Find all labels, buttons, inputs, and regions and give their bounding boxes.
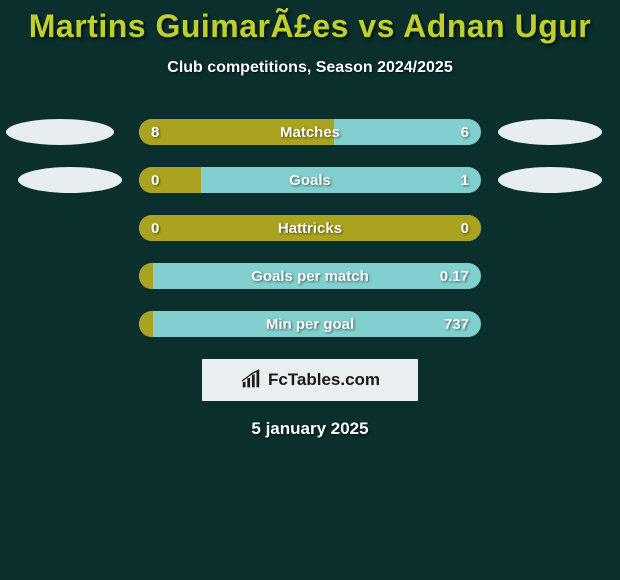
stat-row: 01Goals <box>0 167 620 193</box>
bar-chart-icon <box>240 369 262 391</box>
stat-left-value: 8 <box>151 119 159 145</box>
stat-bar-left-fill <box>139 119 334 145</box>
stat-row: 737Min per goal <box>0 311 620 337</box>
stat-bar: 00Hattricks <box>139 215 481 241</box>
stat-right-value: 0.17 <box>440 263 469 289</box>
stat-row: 0.17Goals per match <box>0 263 620 289</box>
stat-bar-left-fill <box>139 215 481 241</box>
stat-row: 00Hattricks <box>0 215 620 241</box>
stat-bar-left-fill <box>139 311 153 337</box>
subtitle: Club competitions, Season 2024/2025 <box>0 59 620 77</box>
stat-right-value: 0 <box>461 215 469 241</box>
stat-bar: 86Matches <box>139 119 481 145</box>
stat-left-value: 0 <box>151 215 159 241</box>
stat-label: Min per goal <box>139 311 481 337</box>
stat-left-value: 0 <box>151 167 159 193</box>
player-left-avatar <box>6 119 114 145</box>
snapshot-date: 5 january 2025 <box>0 419 620 439</box>
player-right-avatar <box>498 119 602 145</box>
stat-bar-left-fill <box>139 167 201 193</box>
stats-container: 86Matches01Goals00Hattricks0.17Goals per… <box>0 119 620 337</box>
stat-right-value: 6 <box>461 119 469 145</box>
stat-bar-left-fill <box>139 263 153 289</box>
stat-bar: 0.17Goals per match <box>139 263 481 289</box>
stat-bar: 01Goals <box>139 167 481 193</box>
fctables-logo[interactable]: FcTables.com <box>202 359 418 401</box>
logo-text: FcTables.com <box>268 370 380 390</box>
stat-right-value: 737 <box>444 311 469 337</box>
head-to-head-title: Martins GuimarÃ£es vs Adnan Ugur <box>0 8 620 45</box>
stat-right-value: 1 <box>461 167 469 193</box>
stat-label: Goals per match <box>139 263 481 289</box>
stat-bar: 737Min per goal <box>139 311 481 337</box>
player-right-avatar <box>498 167 602 193</box>
player-left-avatar <box>18 167 122 193</box>
stat-row: 86Matches <box>0 119 620 145</box>
